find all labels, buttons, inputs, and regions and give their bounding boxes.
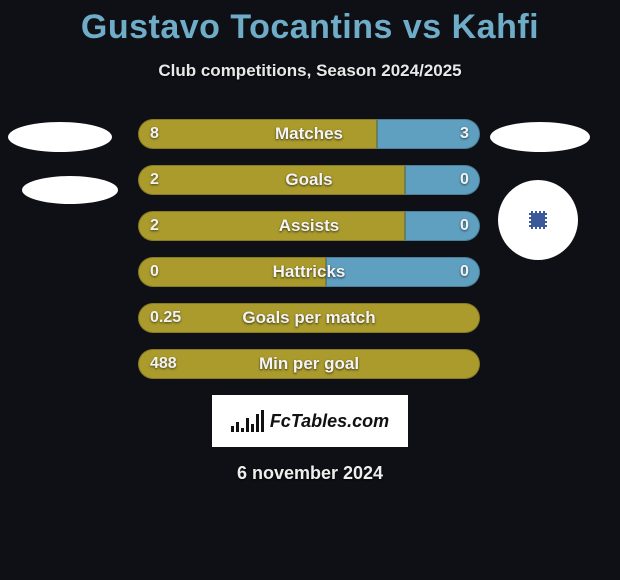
bar-left bbox=[138, 257, 326, 287]
value-left: 0 bbox=[150, 257, 159, 287]
bar-track bbox=[138, 257, 480, 287]
bar-track bbox=[138, 303, 480, 333]
source-logo: FcTables.com bbox=[212, 395, 408, 447]
team-logo-placeholder bbox=[22, 176, 118, 204]
bar-left bbox=[138, 165, 405, 195]
bar-full bbox=[138, 303, 480, 333]
value-right: 0 bbox=[460, 165, 469, 195]
value-left: 2 bbox=[150, 165, 159, 195]
value-left: 2 bbox=[150, 211, 159, 241]
club-badge-placeholder bbox=[498, 180, 578, 260]
bar-track bbox=[138, 211, 480, 241]
value-right: 3 bbox=[460, 119, 469, 149]
bar-full bbox=[138, 349, 480, 379]
page-title: Gustavo Tocantins vs Kahfi bbox=[0, 8, 620, 47]
snapshot-date: 6 november 2024 bbox=[0, 463, 620, 484]
value-right: 0 bbox=[460, 211, 469, 241]
bar-left bbox=[138, 119, 377, 149]
subtitle: Club competitions, Season 2024/2025 bbox=[0, 61, 620, 81]
bar-track bbox=[138, 349, 480, 379]
team-logo-placeholder bbox=[490, 122, 590, 152]
bar-right bbox=[326, 257, 480, 287]
badge-inner-icon bbox=[529, 211, 547, 229]
value-left: 8 bbox=[150, 119, 159, 149]
stat-row: 488Min per goal bbox=[0, 349, 620, 379]
team-logo-placeholder bbox=[8, 122, 112, 152]
stat-row: 00Hattricks bbox=[0, 257, 620, 287]
value-right: 0 bbox=[460, 257, 469, 287]
logo-text: FcTables.com bbox=[270, 411, 389, 432]
value-left: 488 bbox=[150, 349, 177, 379]
stat-row: 0.25Goals per match bbox=[0, 303, 620, 333]
bar-left bbox=[138, 211, 405, 241]
value-left: 0.25 bbox=[150, 303, 181, 333]
bar-track bbox=[138, 119, 480, 149]
bar-track bbox=[138, 165, 480, 195]
logo-bars-icon bbox=[231, 410, 264, 432]
